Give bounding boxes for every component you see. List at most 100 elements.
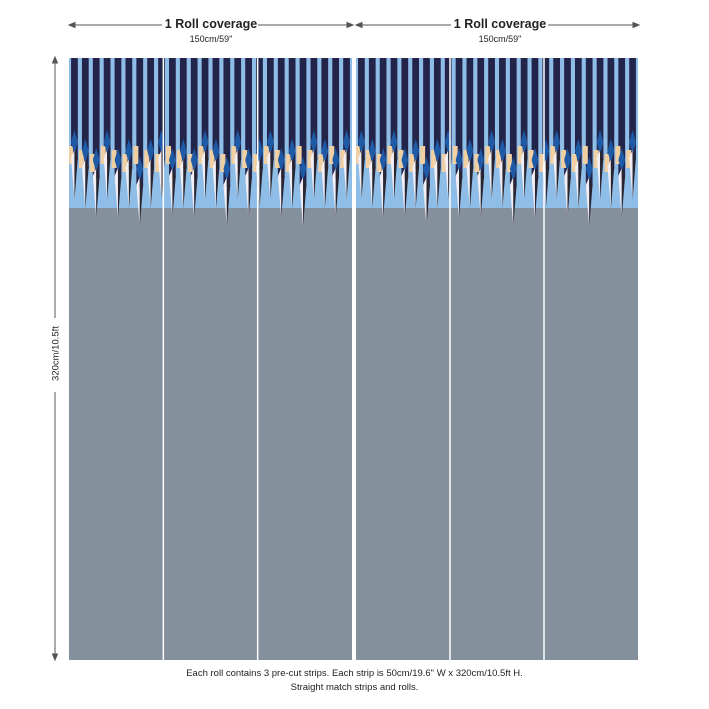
stripe-accent xyxy=(420,146,426,164)
stripe-accent xyxy=(89,154,95,172)
spike-tip-dark xyxy=(172,168,176,218)
stripe xyxy=(234,58,242,160)
stripe-accent xyxy=(356,146,361,164)
roll-2-coverage-title: 1 Roll coverage xyxy=(453,17,547,31)
spike-tip-dark xyxy=(313,150,318,200)
spike-tip-dark xyxy=(259,159,263,209)
stripe xyxy=(596,58,604,160)
spike-tip-light xyxy=(169,168,173,218)
spike-tip-dark xyxy=(237,150,242,200)
spike-tip-dark xyxy=(85,159,89,209)
spike-tip-light xyxy=(277,168,282,218)
stripe-accent xyxy=(517,146,523,164)
stripe-accent xyxy=(409,154,415,172)
stripe xyxy=(179,58,187,169)
stripe-accent xyxy=(474,154,480,172)
stripe xyxy=(277,58,285,178)
stripe-facet xyxy=(499,139,506,163)
stripe xyxy=(212,58,220,169)
spike-tip-dark xyxy=(248,168,252,218)
spike-tip-light xyxy=(553,150,557,200)
stripe-accent xyxy=(452,146,458,164)
stripe-facet xyxy=(574,139,582,163)
stripe-facet xyxy=(332,148,340,172)
spike-tip-light xyxy=(412,159,416,209)
spike-tip-light xyxy=(234,150,238,200)
stripe xyxy=(321,58,329,169)
spike-tip-dark xyxy=(292,159,296,209)
stripe-facet xyxy=(585,157,593,181)
stripe-facet xyxy=(379,148,387,172)
stripe-facet xyxy=(412,139,420,163)
stripe-accent xyxy=(318,154,324,172)
stripe-facet xyxy=(310,130,318,154)
stripe-accent xyxy=(376,154,382,172)
stripe-facet xyxy=(299,157,307,181)
spike-tip-dark xyxy=(139,177,144,227)
roll-1-coverage-title: 1 Roll coverage xyxy=(164,17,258,31)
stripe-accent xyxy=(231,146,237,164)
stripe-facet xyxy=(277,148,285,172)
spike-tip-light xyxy=(466,159,470,209)
spike-tip-dark xyxy=(226,177,231,227)
stripe-accent xyxy=(176,150,182,168)
stripe xyxy=(553,58,561,160)
stripe xyxy=(531,58,539,178)
spike-tip-dark xyxy=(632,150,636,200)
spike-tip-light xyxy=(266,150,271,200)
spike-tip-dark xyxy=(346,150,350,200)
stripe-facet xyxy=(564,148,571,172)
spike-tip-light xyxy=(423,177,427,227)
stripe xyxy=(509,58,517,187)
stripe xyxy=(433,58,441,169)
spike-tip-light xyxy=(245,168,249,218)
spike-tip-light xyxy=(574,159,579,209)
spike-tip-dark xyxy=(183,159,187,209)
spike-tip-dark xyxy=(415,159,420,209)
stripe-accent xyxy=(593,150,599,168)
stripe xyxy=(201,58,209,160)
stripe xyxy=(245,58,252,178)
spike-tip-dark xyxy=(361,150,365,200)
stripe-accent xyxy=(571,154,577,172)
spike-tip-dark xyxy=(600,150,604,200)
spike-tip-dark xyxy=(205,150,209,200)
stripe-facet xyxy=(136,157,144,181)
spike-tip-dark xyxy=(426,177,430,227)
stripe-accent xyxy=(485,146,491,164)
stripe-accent xyxy=(430,150,436,168)
stripe-accent xyxy=(329,146,335,164)
stripe xyxy=(585,58,593,187)
roll-1-panel xyxy=(69,58,352,660)
stripe xyxy=(169,58,176,178)
roll-2-width-label: 150cm/59" xyxy=(478,34,522,44)
stripe-accent xyxy=(242,150,248,168)
stripe xyxy=(618,58,626,178)
spike-tip-dark xyxy=(404,168,409,218)
spike-tip-light xyxy=(179,159,184,209)
stripe-accent xyxy=(582,146,588,164)
stripe-facet xyxy=(71,130,78,154)
stripe-facet xyxy=(256,139,263,163)
stripe-accent xyxy=(340,150,346,168)
stripe-facet xyxy=(125,139,133,163)
stripe-facet xyxy=(114,148,122,172)
spike-tip-light xyxy=(585,177,590,227)
spike-tip-light xyxy=(531,168,535,218)
stripe xyxy=(379,58,387,178)
stripe-facet xyxy=(401,148,409,172)
spike-tip-light xyxy=(158,150,162,200)
stripe-accent xyxy=(155,154,161,172)
spike-tip-light xyxy=(358,150,362,200)
stripe xyxy=(466,58,474,169)
spike-tip-dark xyxy=(303,177,307,227)
stripe-accent xyxy=(220,154,226,172)
stripe xyxy=(423,58,430,187)
stripe-facet xyxy=(169,148,176,172)
spike-tip-dark xyxy=(437,159,441,209)
spike-tip-light xyxy=(223,177,227,227)
pattern-band xyxy=(69,58,352,208)
stripe xyxy=(81,58,89,169)
spike-tip-light xyxy=(509,177,514,227)
stripe-accent xyxy=(307,150,313,168)
